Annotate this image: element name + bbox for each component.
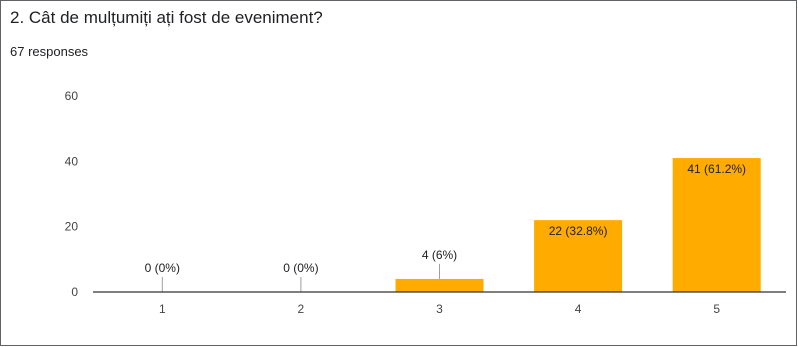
data-label: 41 (61.2%) [687, 162, 746, 176]
data-label: 22 (32.8%) [549, 224, 608, 238]
data-label: 0 (0%) [145, 261, 180, 275]
x-tick-label: 4 [575, 302, 582, 316]
bar [534, 220, 623, 292]
x-tick-label: 1 [159, 302, 166, 316]
response-count: 67 responses [10, 44, 89, 59]
y-tick-label: 60 [65, 89, 79, 103]
y-tick-label: 40 [65, 154, 79, 168]
y-tick-label: 0 [71, 285, 78, 299]
bar [672, 158, 761, 292]
x-tick-label: 3 [436, 302, 443, 316]
x-tick-label: 2 [298, 302, 305, 316]
y-tick-label: 20 [65, 220, 79, 234]
x-tick-label: 5 [713, 302, 720, 316]
question-title: 2. Cât de mulțumiți ați fost de evenimen… [10, 8, 323, 27]
data-label: 0 (0%) [283, 261, 318, 275]
data-label: 4 (6%) [422, 248, 457, 262]
bar [395, 278, 484, 292]
